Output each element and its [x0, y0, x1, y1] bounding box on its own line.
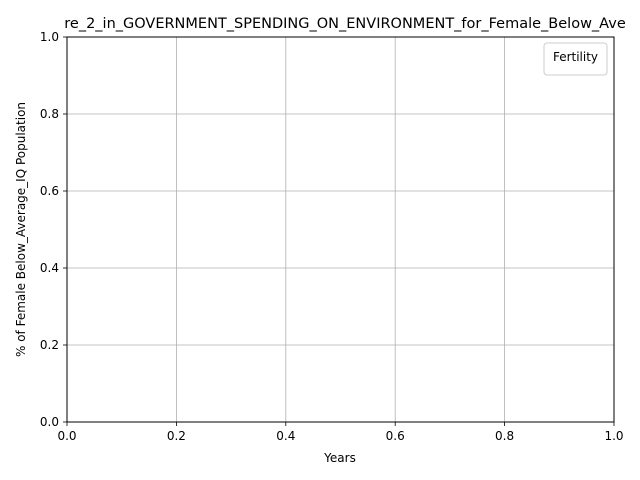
- grid-lines: [66, 36, 615, 423]
- y-tick-label: 0.0: [40, 415, 59, 429]
- x-tick-label: 0.0: [57, 429, 76, 443]
- legend-box: [543, 42, 608, 76]
- y-tick-label: 0.8: [40, 107, 59, 121]
- y-axis-ticks: 0.0 0.2 0.4 0.6 0.8 1.0: [40, 30, 67, 429]
- x-tick-label: 0.4: [276, 429, 295, 443]
- y-tick-label: 0.2: [40, 338, 59, 352]
- x-axis-ticks: 0.0 0.2 0.4 0.6 0.8 1.0: [57, 422, 624, 443]
- x-tick-label: 0.8: [495, 429, 514, 443]
- x-tick-label: 1.0: [604, 429, 623, 443]
- y-axis-label: % of Female Below_Average_IQ Population: [14, 102, 28, 357]
- y-tick-label: 1.0: [40, 30, 59, 44]
- chart-title: re_2_in_GOVERNMENT_SPENDING_ON_ENVIRONME…: [64, 16, 626, 32]
- y-tick-label: 0.6: [40, 184, 59, 198]
- legend: Fertility: [543, 42, 608, 76]
- x-axis-label: Years: [323, 451, 356, 465]
- legend-title: Fertility: [553, 50, 598, 64]
- x-tick-label: 0.2: [167, 429, 186, 443]
- plot-area: [67, 37, 614, 422]
- y-tick-label: 0.4: [40, 261, 59, 275]
- x-tick-label: 0.6: [386, 429, 405, 443]
- plot-frame: [66, 36, 615, 423]
